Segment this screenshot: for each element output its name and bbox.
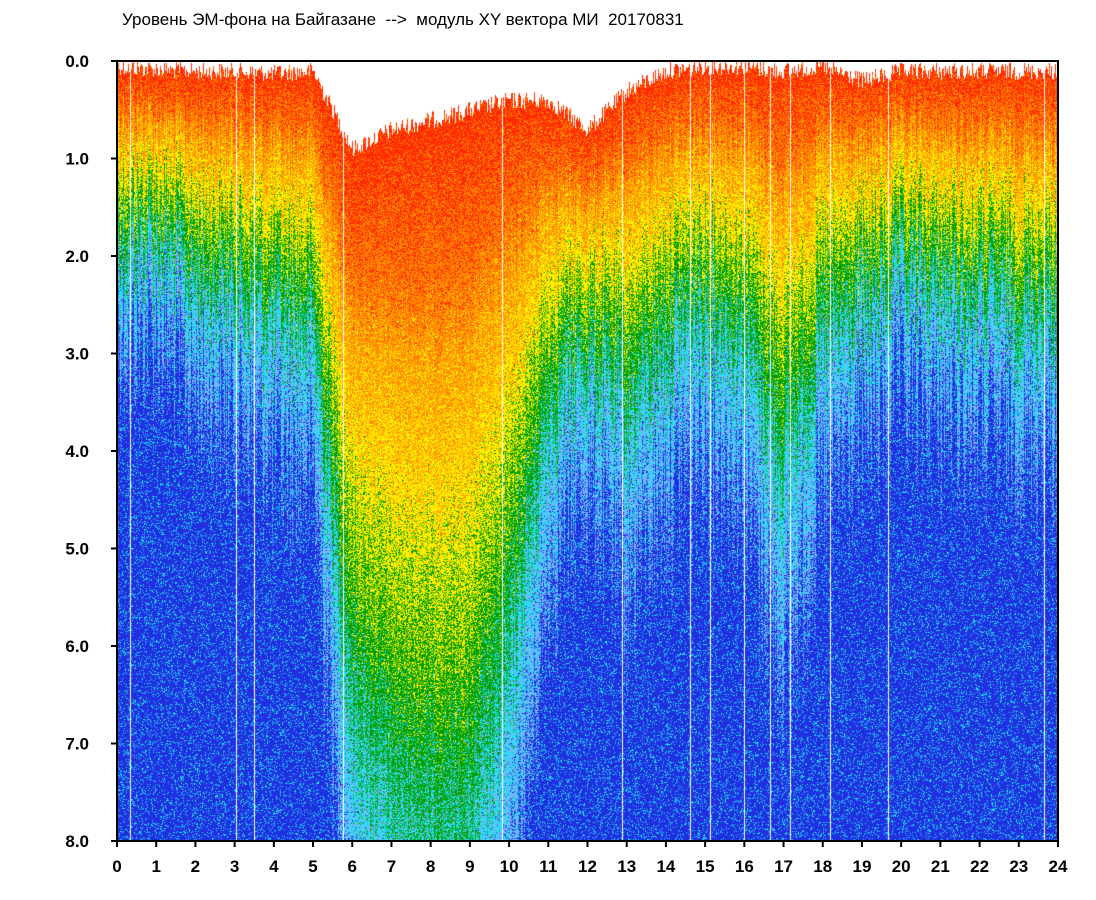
heatmap-canvas: [117, 61, 1058, 841]
x-tick-label: 7: [387, 857, 396, 876]
x-tick-label: 9: [465, 857, 474, 876]
x-tick-label: 20: [892, 857, 911, 876]
x-tick-label: 19: [852, 857, 871, 876]
x-tick-label: 8: [426, 857, 435, 876]
x-tick-label: 17: [774, 857, 793, 876]
x-tick-label: 16: [735, 857, 754, 876]
x-tick-label: 21: [931, 857, 950, 876]
x-tick-label: 4: [269, 857, 279, 876]
plot-frame: [116, 60, 1059, 842]
x-tick-label: 12: [578, 857, 597, 876]
y-tick-label: 1.0: [65, 150, 89, 169]
y-tick-label: 7.0: [65, 735, 89, 754]
x-tick-label: 23: [1009, 857, 1028, 876]
x-tick-label: 5: [308, 857, 317, 876]
y-tick-label: 2.0: [65, 247, 89, 266]
x-axis: 0 1 2 3 4 5 6 7 8 9 10 11 12 13 14 15 16 17 18 19 20 21 22 23 24: [112, 841, 1068, 876]
y-tick-label: 4.0: [65, 442, 89, 461]
x-tick-label: 2: [191, 857, 200, 876]
y-tick-label: 6.0: [65, 637, 89, 656]
x-tick-label: 24: [1049, 857, 1068, 876]
y-tick-label: 8.0: [65, 832, 89, 851]
x-tick-label: 22: [970, 857, 989, 876]
x-tick-label: 6: [348, 857, 357, 876]
y-tick-label: 5.0: [65, 540, 89, 559]
x-tick-label: 14: [656, 857, 675, 876]
x-tick-label: 15: [696, 857, 715, 876]
y-tick-label: 3.0: [65, 345, 89, 364]
x-tick-label: 13: [617, 857, 636, 876]
x-tick-label: 11: [539, 857, 557, 876]
y-tick-label: 0.0: [65, 52, 89, 71]
x-tick-label: 1: [151, 857, 160, 876]
chart-title: Уровень ЭМ-фона на Байгазане --> модуль …: [122, 10, 684, 29]
y-axis: 0.0 1.0 2.0 3.0 4.0 5.0 6.0 7.0 8.0: [65, 52, 117, 851]
x-tick-label: 3: [230, 857, 239, 876]
x-tick-label: 18: [813, 857, 832, 876]
x-tick-label: 10: [500, 857, 519, 876]
x-tick-label: 0: [112, 857, 121, 876]
